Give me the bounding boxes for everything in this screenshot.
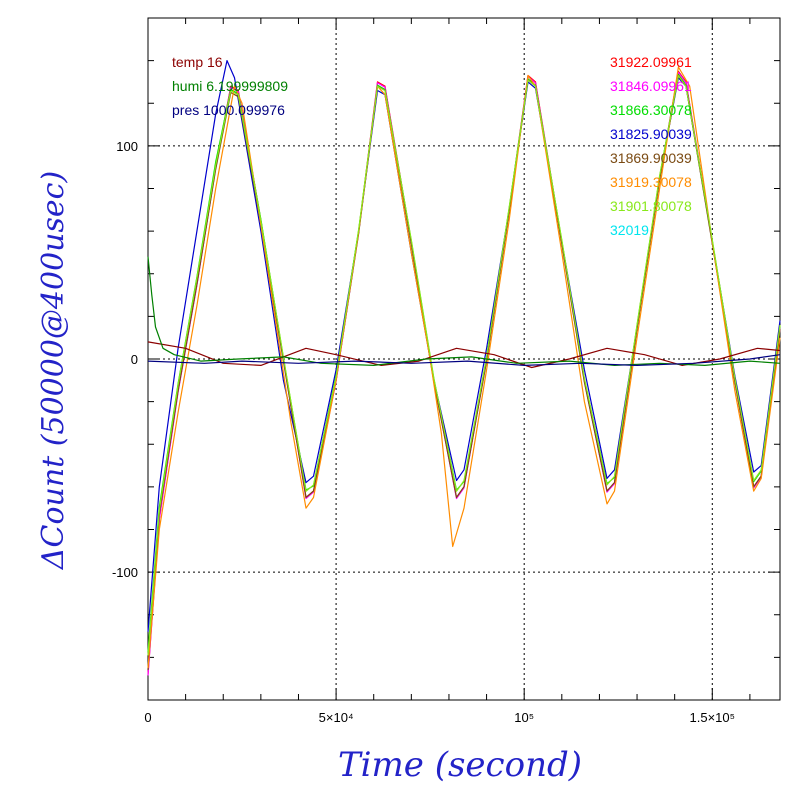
- y-axis-title: ΔCount (50000@400usec): [36, 171, 71, 570]
- series-line-31825-90039: [147, 60, 781, 632]
- grid: [148, 18, 780, 700]
- series-line-31901-80078: [147, 75, 781, 656]
- axis-ticks: 0 5×10⁴ 10⁵ 1.5×10⁵ -100 0 100: [112, 18, 780, 725]
- x-tick-label: 5×10⁴: [319, 710, 354, 725]
- series-line-pres: [147, 354, 781, 366]
- env-legend-item: pres 1000.099976: [172, 102, 285, 118]
- series-legend-item: 32019: [610, 222, 649, 238]
- y-tick-label: 100: [116, 139, 138, 154]
- x-tick-label: 0: [144, 710, 151, 725]
- y-tick-label: -100: [112, 565, 138, 580]
- series-legend-item: 31846.09961: [610, 78, 692, 94]
- series-legend-item: 31869.90039: [610, 150, 692, 166]
- y-tick-label: 0: [131, 352, 138, 367]
- series-legend-item: 31866.30078: [610, 102, 692, 118]
- series-line-31919-30078: [147, 66, 781, 669]
- series-legend-item: 31901.80078: [610, 198, 692, 214]
- env-legend-item: humi 6.199999809: [172, 78, 288, 94]
- series-legend-item: 31919.30078: [610, 174, 692, 190]
- data-lines: [147, 60, 781, 676]
- env-legend-item: temp 16: [172, 54, 223, 70]
- series-legend-item: 31825.90039: [610, 126, 692, 142]
- x-tick-label: 1.5×10⁵: [690, 710, 736, 725]
- x-axis-title: Time (second): [338, 745, 582, 785]
- series-legend-item: 31922.09961: [610, 54, 692, 70]
- x-tick-label: 10⁵: [514, 710, 534, 725]
- legend: temp 16 humi 6.199999809 pres 1000.099976 3…: [172, 54, 692, 238]
- series-line-humi: [147, 256, 781, 366]
